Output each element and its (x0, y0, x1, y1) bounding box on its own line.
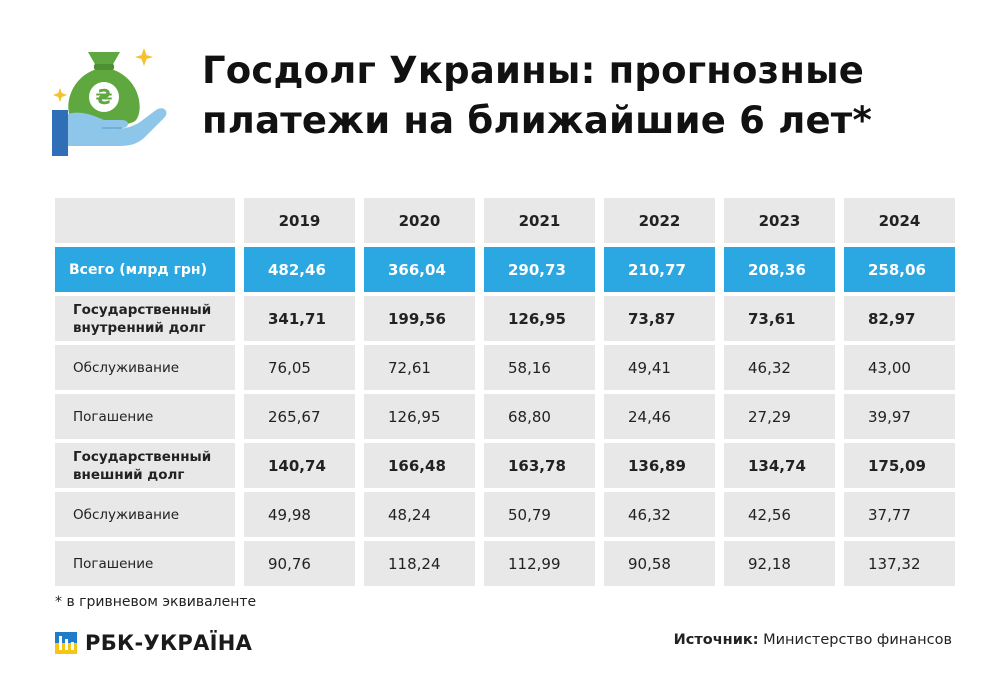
row-label: Государственный внешний долг (55, 443, 235, 488)
value-cell: 163,78 (484, 443, 595, 488)
value-cell: 72,61 (364, 345, 475, 390)
column-header-2022: 2022 (604, 198, 715, 243)
row-label: Обслуживание (55, 492, 235, 537)
value-cell: 50,79 (484, 492, 595, 537)
row-label: Погашение (55, 541, 235, 586)
debt-table: 2019 2020 2021 2022 2023 2024 Всего (млр… (55, 198, 955, 586)
value-cell: 48,24 (364, 492, 475, 537)
value-cell: 90,76 (244, 541, 355, 586)
value-cell: 92,18 (724, 541, 835, 586)
page-title: Госдолг Украины: прогнозные платежи на б… (202, 46, 982, 146)
header: ₴ Госдолг Украины: прогнозные платежи на… (0, 0, 1000, 190)
value-cell: 46,32 (724, 345, 835, 390)
value-cell: 90,58 (604, 541, 715, 586)
title-line-1: Госдолг Украины: прогнозные (202, 49, 865, 92)
value-cell: 112,99 (484, 541, 595, 586)
row-label: Государственный внутренний долг (55, 296, 235, 341)
value-cell: 27,29 (724, 394, 835, 439)
value-cell: 126,95 (364, 394, 475, 439)
value-cell: 73,61 (724, 296, 835, 341)
value-cell: 82,97 (844, 296, 955, 341)
value-cell: 68,80 (484, 394, 595, 439)
row-label: Всего (млрд грн) (55, 247, 235, 292)
value-cell: 126,95 (484, 296, 595, 341)
value-cell: 258,06 (844, 247, 955, 292)
column-header-2023: 2023 (724, 198, 835, 243)
value-cell: 137,32 (844, 541, 955, 586)
column-header-2019: 2019 (244, 198, 355, 243)
column-header-2020: 2020 (364, 198, 475, 243)
value-cell: 118,24 (364, 541, 475, 586)
value-cell: 136,89 (604, 443, 715, 488)
value-cell: 37,77 (844, 492, 955, 537)
value-cell: 366,04 (364, 247, 475, 292)
row-label: Погашение (55, 394, 235, 439)
rbc-logo-icon (55, 632, 77, 654)
value-cell: 290,73 (484, 247, 595, 292)
value-cell: 46,32 (604, 492, 715, 537)
value-cell: 199,56 (364, 296, 475, 341)
value-cell: 24,46 (604, 394, 715, 439)
value-cell: 49,41 (604, 345, 715, 390)
table-corner-cell (55, 198, 235, 243)
value-cell: 39,97 (844, 394, 955, 439)
value-cell: 134,74 (724, 443, 835, 488)
rbc-logo: РБК-УКРАЇНА (55, 628, 252, 658)
value-cell: 49,98 (244, 492, 355, 537)
value-cell: 73,87 (604, 296, 715, 341)
value-cell: 175,09 (844, 443, 955, 488)
row-label: Обслуживание (55, 345, 235, 390)
value-cell: 341,71 (244, 296, 355, 341)
value-cell: 208,36 (724, 247, 835, 292)
source-value: Министерство финансов (763, 632, 952, 648)
value-cell: 58,16 (484, 345, 595, 390)
value-cell: 43,00 (844, 345, 955, 390)
value-cell: 482,46 (244, 247, 355, 292)
logo-text: РБК-УКРАЇНА (85, 631, 253, 655)
svg-text:₴: ₴ (95, 85, 112, 109)
title-line-2: платежи на ближайшие 6 лет* (202, 99, 872, 142)
source-label: Источник: (673, 632, 759, 648)
value-cell: 265,67 (244, 394, 355, 439)
source-line: Источник: Министерство финансов (674, 632, 952, 648)
column-header-2024: 2024 (844, 198, 955, 243)
column-header-2021: 2021 (484, 198, 595, 243)
value-cell: 210,77 (604, 247, 715, 292)
money-bag-hand-icon: ₴ (48, 40, 173, 165)
value-cell: 140,74 (244, 443, 355, 488)
value-cell: 76,05 (244, 345, 355, 390)
value-cell: 166,48 (364, 443, 475, 488)
value-cell: 42,56 (724, 492, 835, 537)
footnote: * в гривневом эквиваленте (55, 594, 257, 610)
